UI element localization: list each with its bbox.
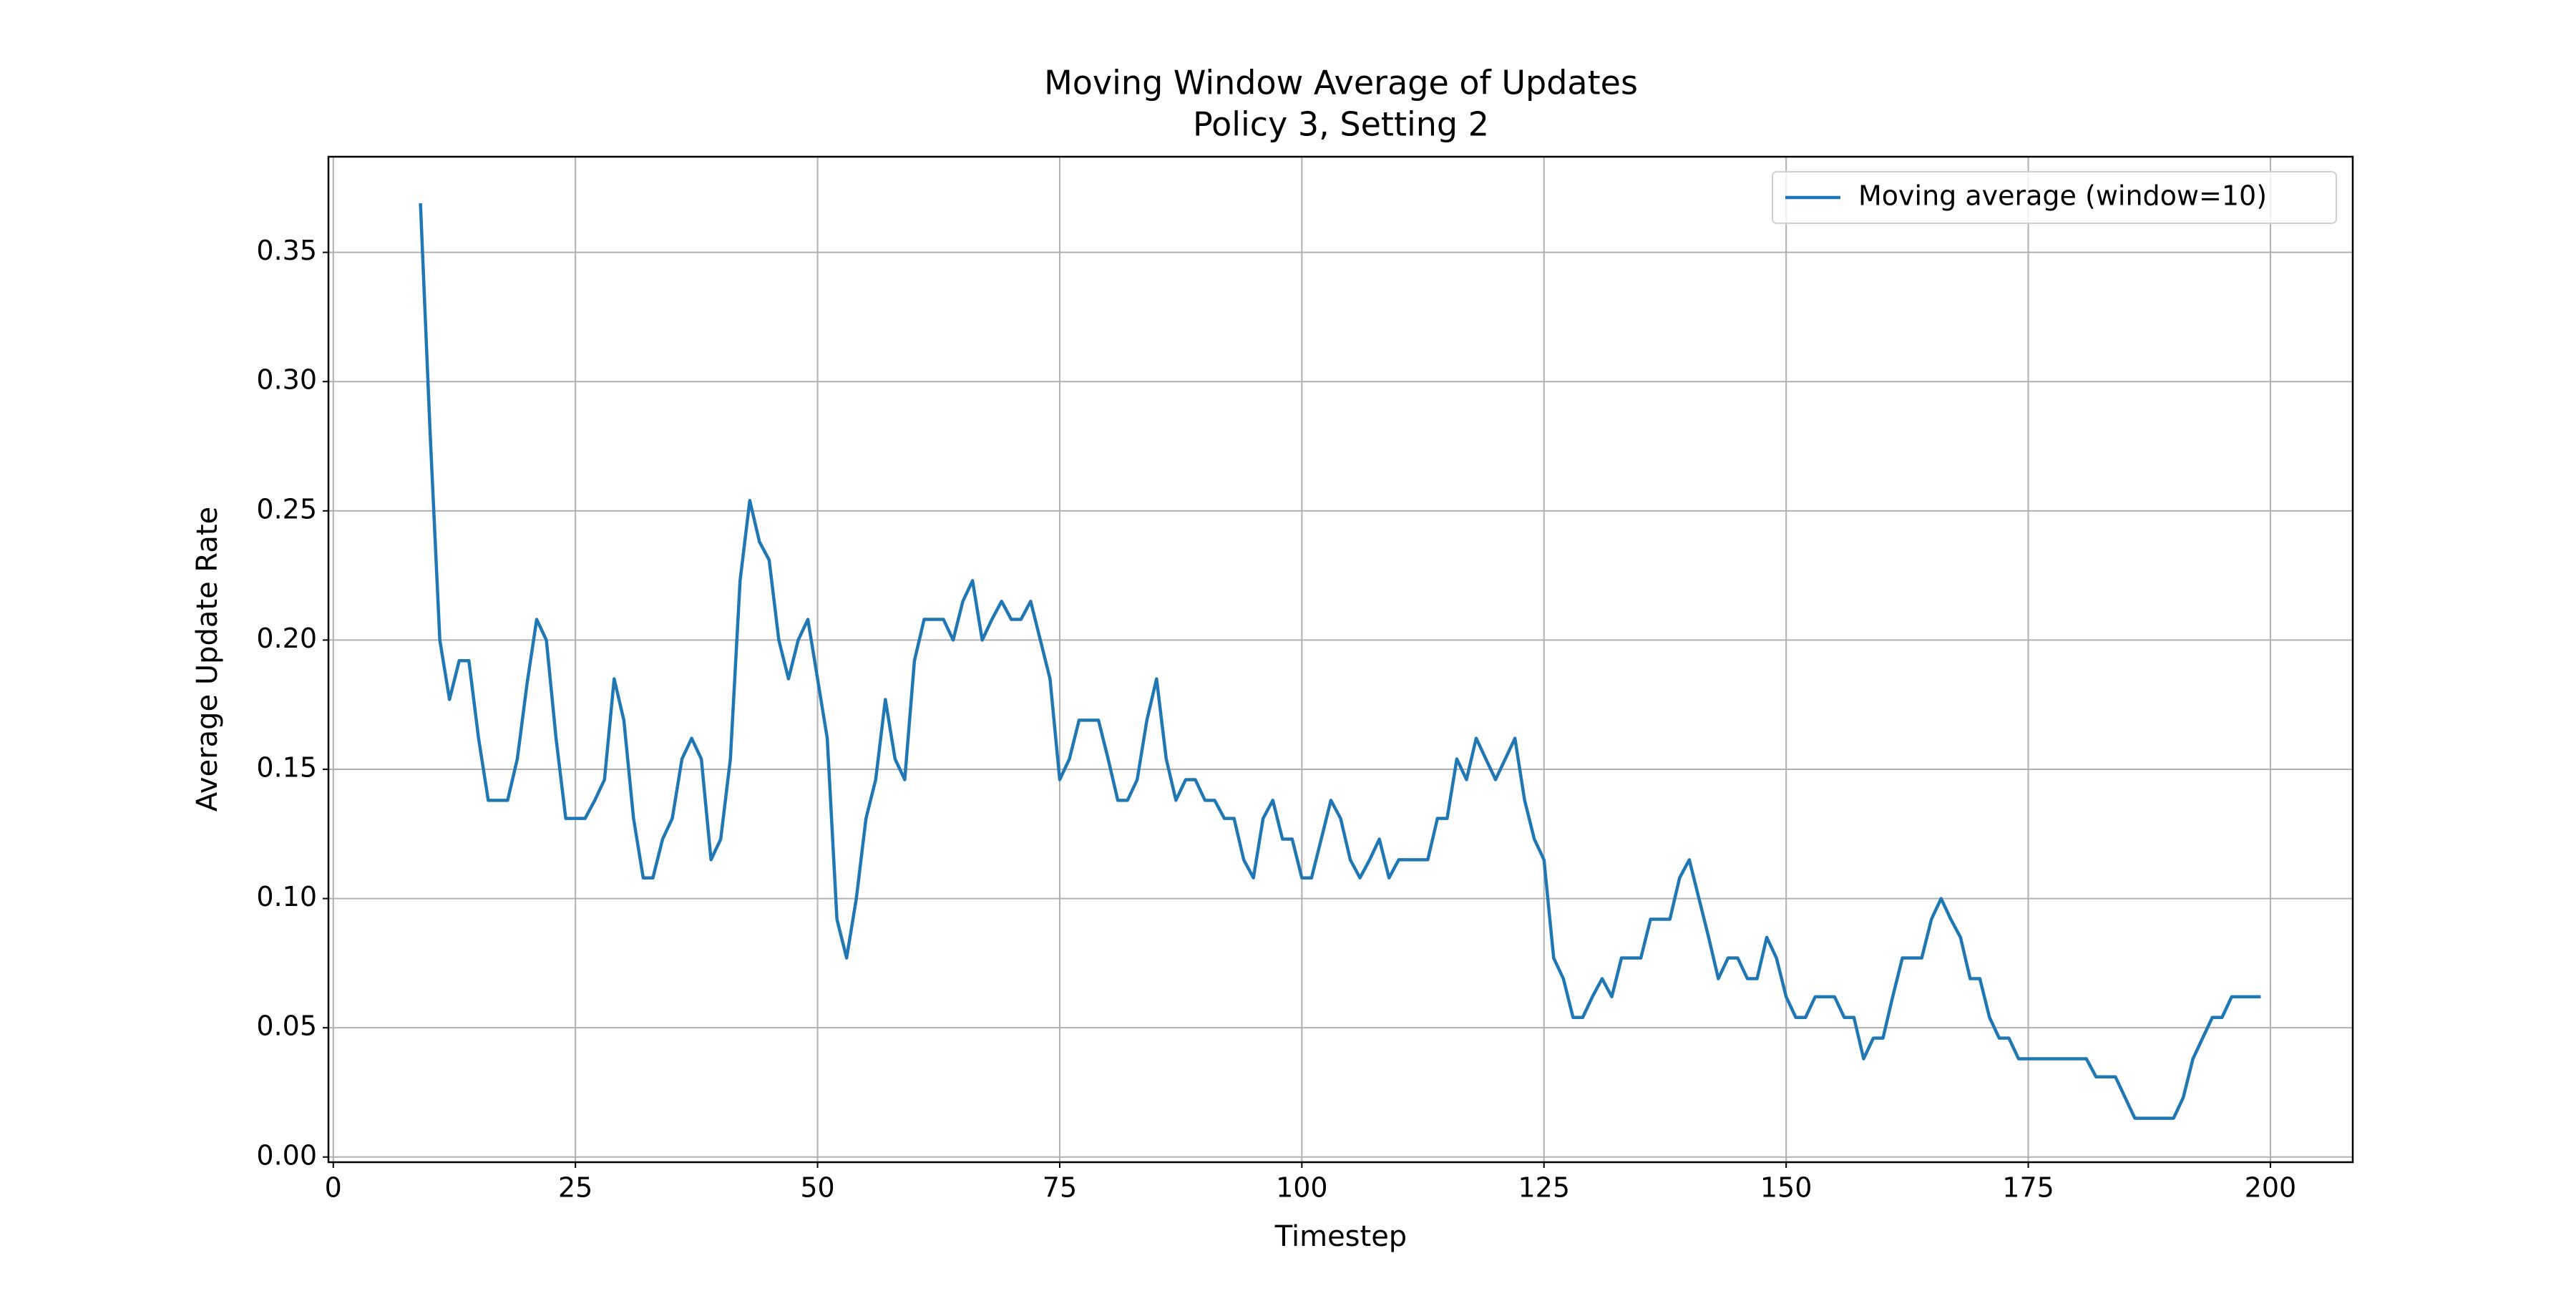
legend-label: Moving average (window=10) <box>1858 180 2267 212</box>
x-tick-label: 100 <box>1276 1172 1328 1204</box>
plot-frame <box>327 155 2354 1164</box>
y-axis-label: Average Update Rate <box>191 507 224 812</box>
y-tick-label: 0.05 <box>256 1010 317 1042</box>
x-tick-label: 125 <box>1518 1172 1570 1204</box>
chart-subtitle: Policy 3, Setting 2 <box>1193 105 1489 144</box>
x-tick-label: 175 <box>2002 1172 2054 1204</box>
y-tick-label: 0.35 <box>256 235 317 266</box>
y-tick-label: 0.15 <box>256 752 317 784</box>
data-line <box>419 203 2261 1120</box>
legend-box <box>1772 171 2337 224</box>
y-tick-label: 0.00 <box>256 1139 317 1171</box>
x-tick-label: 25 <box>558 1172 592 1204</box>
x-tick-label: 75 <box>1043 1172 1077 1204</box>
x-tick-label: 150 <box>1760 1172 1813 1204</box>
chart-title: Moving Window Average of Updates <box>1044 64 1638 102</box>
x-tick-label: 0 <box>325 1172 342 1204</box>
x-axis-label: Timestep <box>1274 1220 1407 1253</box>
x-tick-label: 200 <box>2245 1172 2297 1204</box>
y-tick-label: 0.20 <box>256 623 317 654</box>
y-tick-label: 0.10 <box>256 881 317 912</box>
y-tick-label: 0.30 <box>256 364 317 396</box>
y-tick-label: 0.25 <box>256 493 317 525</box>
x-tick-label: 50 <box>800 1172 834 1204</box>
